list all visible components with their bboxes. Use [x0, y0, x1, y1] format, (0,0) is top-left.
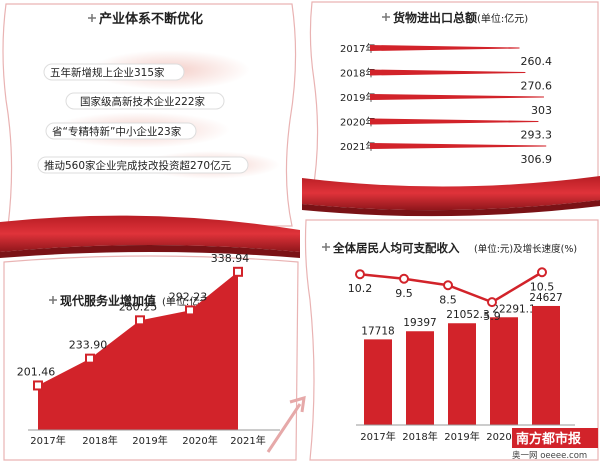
trade-bar	[370, 118, 539, 125]
scroll-roll	[0, 215, 300, 258]
income-growth-point	[399, 273, 409, 284]
services-value-label: 233.90	[69, 339, 108, 352]
trade-unit: (单位:亿元)	[477, 12, 528, 25]
trade-bar	[370, 69, 526, 76]
income-growth-label: 9.5	[395, 287, 413, 300]
income-bar	[490, 317, 518, 425]
industry-pill	[45, 122, 197, 140]
income-chart: 17718 2017年 19397 2018年 21052.3 2019年 22291.12…	[348, 267, 575, 443]
income-growth-label: 10.5	[530, 280, 555, 293]
industry-item: 省“专精特新”中小企业23家	[52, 125, 182, 138]
logo-text: 南方都市报	[516, 431, 582, 447]
income-category-label: 2017年	[360, 430, 395, 443]
income-growth-point	[355, 269, 365, 280]
trade-category-label: 2021年	[340, 140, 375, 153]
trade-value-label: 260.4	[521, 55, 553, 68]
income-value-label: 17718	[361, 325, 394, 337]
industry-pill	[43, 63, 185, 81]
income-bar	[448, 323, 476, 425]
trade-chart: 2017年 260.4 2018年 270.6 2019年 303 2020年 293.3 20…	[340, 42, 552, 166]
plus-icon	[49, 296, 57, 304]
trade-category-label: 2018年	[340, 67, 375, 80]
income-value-label: 22291.1	[492, 303, 535, 315]
income-bar	[406, 331, 434, 425]
industry-pill	[37, 156, 249, 174]
services-value-label: 201.46	[17, 365, 56, 378]
trade-category-label: 2020年	[340, 116, 375, 129]
industry-item: 推动560家企业完成技改投资超270亿元	[44, 159, 232, 172]
income-title: 全体居民人均可支配收入	[332, 241, 460, 255]
trade-panel: 货物进出口总额 (单位:亿元) 2017年 260.4 2018年 270.6 2019…	[309, 1, 599, 197]
newspaper-logo: 南方都市报 奥一网 oeeee.com	[512, 428, 598, 461]
trade-value-label: 306.9	[521, 153, 553, 166]
income-growth-point	[537, 267, 547, 278]
trade-bar	[370, 94, 544, 100]
income-value-label: 21052.3	[446, 309, 489, 321]
income-panel: 全体居民人均可支配收入 (单位:元)及增长速度(%) 17718 2017年 193…	[304, 219, 599, 461]
scroll-roll	[302, 176, 600, 217]
income-growth-point	[443, 280, 453, 291]
income-bar	[364, 339, 392, 425]
services-point	[85, 353, 95, 364]
industry-pill	[65, 92, 225, 110]
services-category-label: 2021年	[230, 434, 265, 447]
income-category-label: 2018年	[402, 430, 437, 443]
industry-item: 国家级高新技术企业222家	[80, 95, 206, 108]
services-panel: 现代服务业增加值 (单位:亿元) 201.462017年233.902018年2…	[3, 252, 299, 461]
services-title: 现代服务业增加值	[60, 293, 156, 308]
services-category-label: 2018年	[82, 434, 117, 447]
services-chart: 201.46 2017年 233.90 2018年 280.25 2019年 292.23 2…	[17, 252, 280, 447]
income-growth-label: 8.5	[439, 293, 457, 306]
trade-title: 货物进出口总额	[393, 10, 477, 25]
services-value-label: 280.25	[119, 300, 158, 313]
trade-value-label: 270.6	[521, 80, 553, 93]
services-point	[33, 380, 43, 391]
income-value-label: 19397	[403, 317, 436, 329]
income-bar	[532, 305, 560, 425]
income-unit: (单位:元)及增长速度(%)	[474, 243, 577, 255]
logo-url: 奥一网 oeeee.com	[512, 450, 587, 461]
trade-category-label: 2017年	[340, 42, 375, 55]
trade-category-label: 2019年	[340, 91, 375, 104]
services-value-label: 292.23	[169, 290, 208, 303]
services-category-label: 2020年	[182, 434, 217, 447]
income-growth-label: 10.2	[348, 282, 373, 295]
income-value-label: 24627	[529, 292, 562, 304]
plus-icon	[382, 13, 390, 21]
services-point	[135, 315, 145, 326]
industry-item: 五年新增规上企业315家	[50, 66, 165, 79]
income-growth-label: 5.9	[483, 310, 501, 323]
industry-panel: 产业体系不断优化 五年新增规上企业315家 国家级高新技术企业222家 省“专精…	[2, 3, 297, 227]
trade-bar	[370, 45, 520, 51]
services-value-label: 338.94	[211, 252, 250, 265]
services-category-label: 2019年	[132, 434, 167, 447]
services-point	[185, 305, 195, 316]
services-point	[233, 266, 243, 277]
income-category-label: 2019年	[444, 430, 479, 443]
trade-value-label: 303	[531, 104, 552, 117]
services-category-label: 2017年	[30, 434, 65, 447]
income-growth-point	[487, 297, 497, 308]
arrow-decoration	[266, 395, 306, 453]
trade-bar	[370, 143, 547, 149]
trade-value-label: 293.3	[521, 129, 553, 142]
plus-icon	[322, 243, 330, 251]
plus-icon	[88, 14, 96, 22]
industry-title: 产业体系不断优化	[99, 11, 203, 27]
